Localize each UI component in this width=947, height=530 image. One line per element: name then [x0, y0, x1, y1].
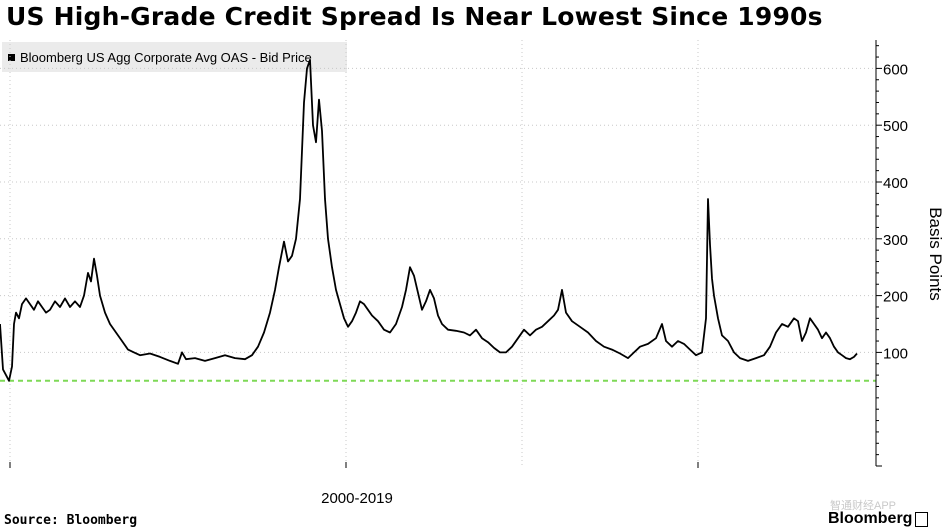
bloomberg-logo: Bloomberg [828, 510, 929, 528]
watermark: 智通财经APP [830, 500, 897, 512]
legend-label: Bloomberg US Agg Corporate Avg OAS - Bid… [20, 49, 312, 65]
y-tick-label: 600 [883, 61, 908, 78]
y-tick-label: 400 [883, 175, 908, 192]
y-tick-label: 300 [883, 232, 908, 249]
y-tick-label: 500 [883, 118, 908, 135]
x-axis-label: 2000-2019 [321, 490, 393, 507]
brand-name: Bloomberg [828, 510, 913, 527]
y-tick-label: 200 [883, 289, 908, 306]
source-note: Source: Bloomberg [4, 513, 138, 528]
bloomberg-mark-icon [915, 511, 929, 527]
legend: Bloomberg US Agg Corporate Avg OAS - Bid… [2, 42, 347, 72]
chart-title: US High-Grade Credit Spread Is Near Lowe… [6, 2, 823, 31]
y-axis-label: Basis Points [926, 207, 945, 301]
y-tick-label: 100 [883, 345, 908, 362]
legend-swatch [8, 53, 15, 61]
series-line-oas [0, 59, 858, 382]
